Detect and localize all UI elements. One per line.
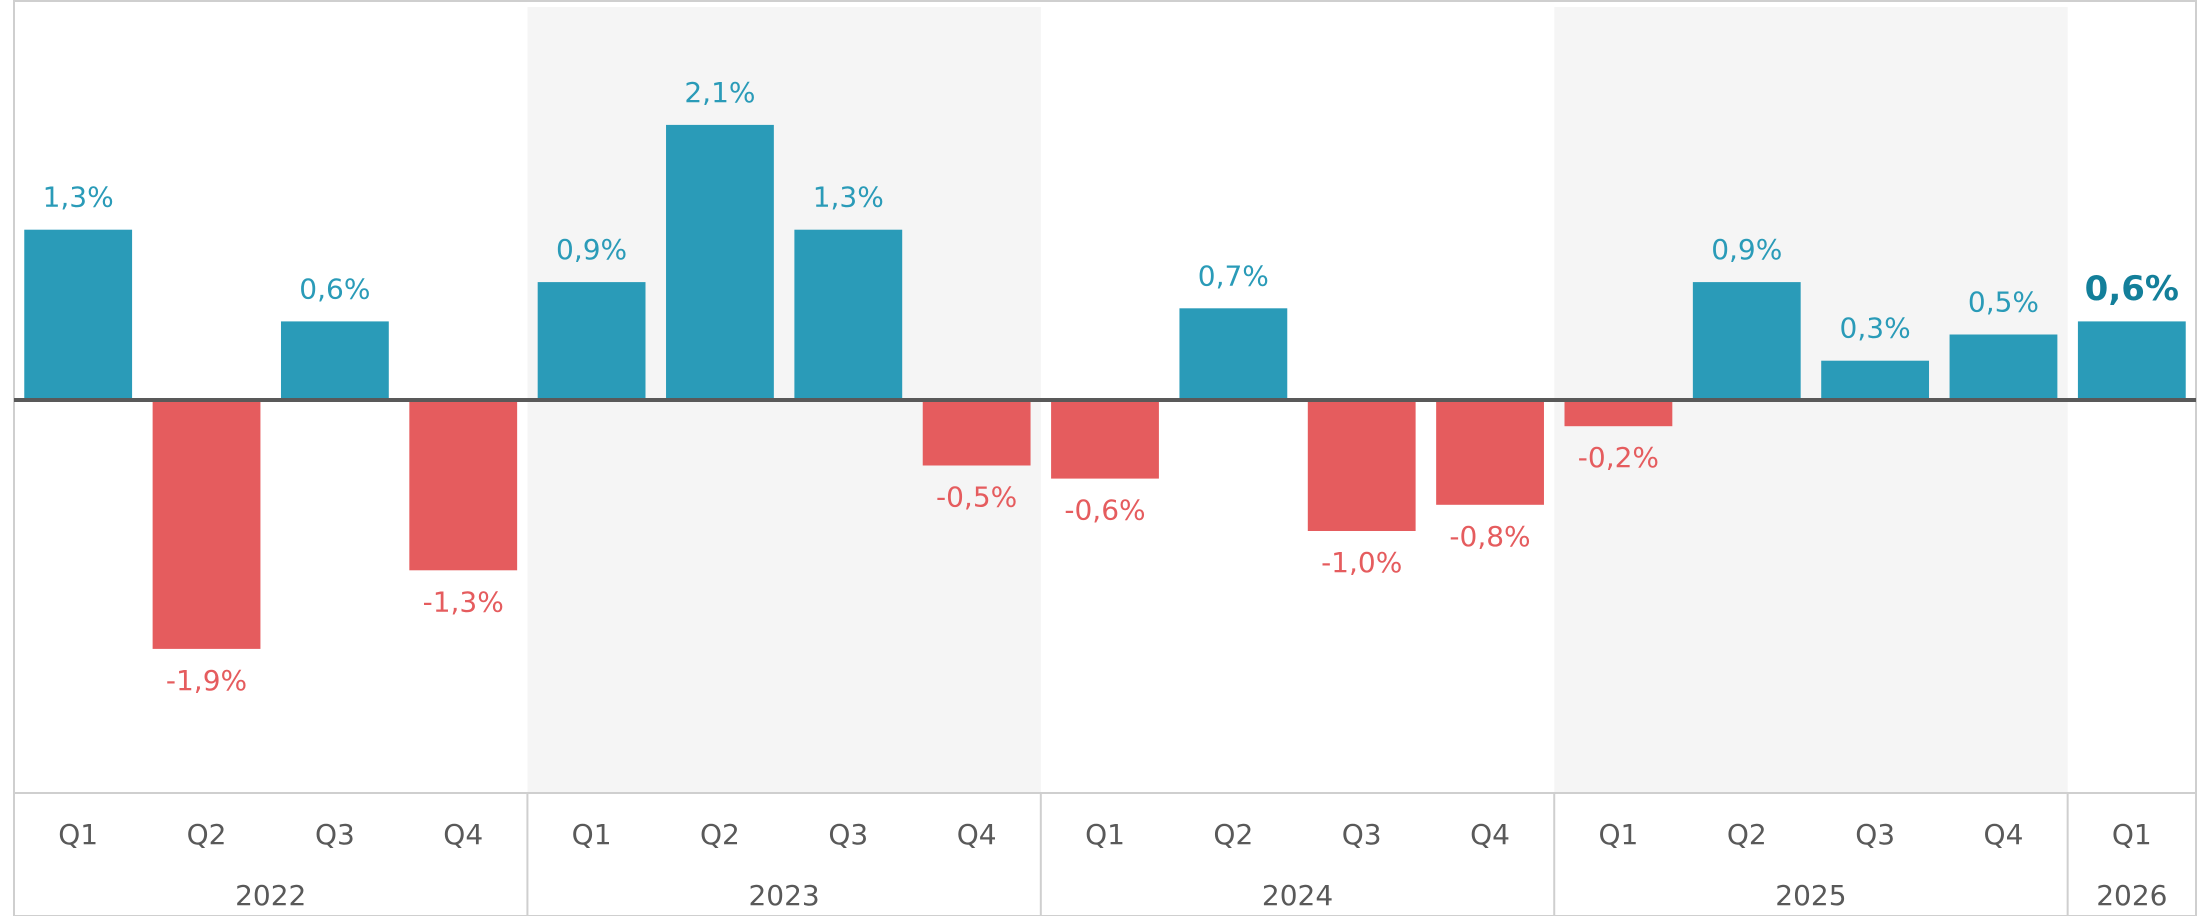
- x-tick-label: Q1: [58, 818, 98, 851]
- bar: [1949, 334, 2058, 400]
- bar: [2077, 321, 2186, 400]
- bar: [666, 124, 774, 401]
- group-label: 2026: [2096, 879, 2167, 912]
- bar: [1821, 360, 1930, 400]
- bar: [1436, 400, 1544, 505]
- x-tick-label: Q4: [1470, 818, 1510, 851]
- value-label: -1,3%: [423, 585, 504, 618]
- value-label: -1,0%: [1321, 546, 1402, 579]
- x-tick-label: Q2: [700, 818, 740, 851]
- x-tick-label: Q4: [1984, 818, 2024, 851]
- group-label: 2022: [235, 879, 306, 912]
- bar: [537, 282, 646, 400]
- value-label: 1,3%: [43, 181, 114, 214]
- plot-frame: [13, 0, 2197, 916]
- x-tick-label: Q3: [1855, 818, 1895, 851]
- value-label: 0,6%: [299, 272, 370, 305]
- bar: [409, 400, 518, 571]
- bar: [1051, 400, 1159, 479]
- value-label: 0,6%: [2085, 269, 2179, 309]
- group-label: 2025: [1775, 879, 1846, 912]
- x-tick-label: Q3: [315, 818, 355, 851]
- group-label: 2024: [1262, 879, 1333, 912]
- value-label: -0,5%: [936, 481, 1017, 514]
- value-label: 0,7%: [1198, 259, 1269, 292]
- x-tick-label: Q1: [2112, 818, 2152, 851]
- bar: [24, 229, 133, 400]
- x-tick-label: Q1: [1085, 818, 1125, 851]
- value-label: 0,9%: [1711, 233, 1782, 266]
- bar: [1307, 400, 1416, 531]
- x-tick-label: Q2: [1727, 818, 1767, 851]
- bar: [922, 400, 1031, 466]
- value-label: -0,6%: [1064, 494, 1145, 527]
- x-tick-label: Q3: [1342, 818, 1382, 851]
- bar: [1564, 400, 1673, 427]
- value-label: 0,9%: [556, 233, 627, 266]
- group-label: 2023: [748, 879, 819, 912]
- bar: [1692, 282, 1801, 400]
- value-label: 0,3%: [1840, 312, 1911, 345]
- x-tick-label: Q4: [957, 818, 997, 851]
- value-label: -1,9%: [166, 664, 247, 697]
- x-tick-label: Q2: [187, 818, 227, 851]
- bar: [152, 400, 261, 649]
- value-label: 2,1%: [684, 76, 755, 109]
- x-tick-label: Q4: [443, 818, 483, 851]
- value-label: -0,8%: [1449, 520, 1530, 553]
- x-tick-label: Q2: [1213, 818, 1253, 851]
- bar: [1179, 308, 1288, 400]
- x-tick-label: Q3: [828, 818, 868, 851]
- value-label: 0,5%: [1968, 286, 2039, 319]
- x-tick-label: Q1: [572, 818, 612, 851]
- value-label: -0,2%: [1578, 441, 1659, 474]
- value-label: 1,3%: [813, 181, 884, 214]
- x-tick-label: Q1: [1598, 818, 1638, 851]
- bar: [280, 321, 389, 400]
- bar: [794, 229, 903, 400]
